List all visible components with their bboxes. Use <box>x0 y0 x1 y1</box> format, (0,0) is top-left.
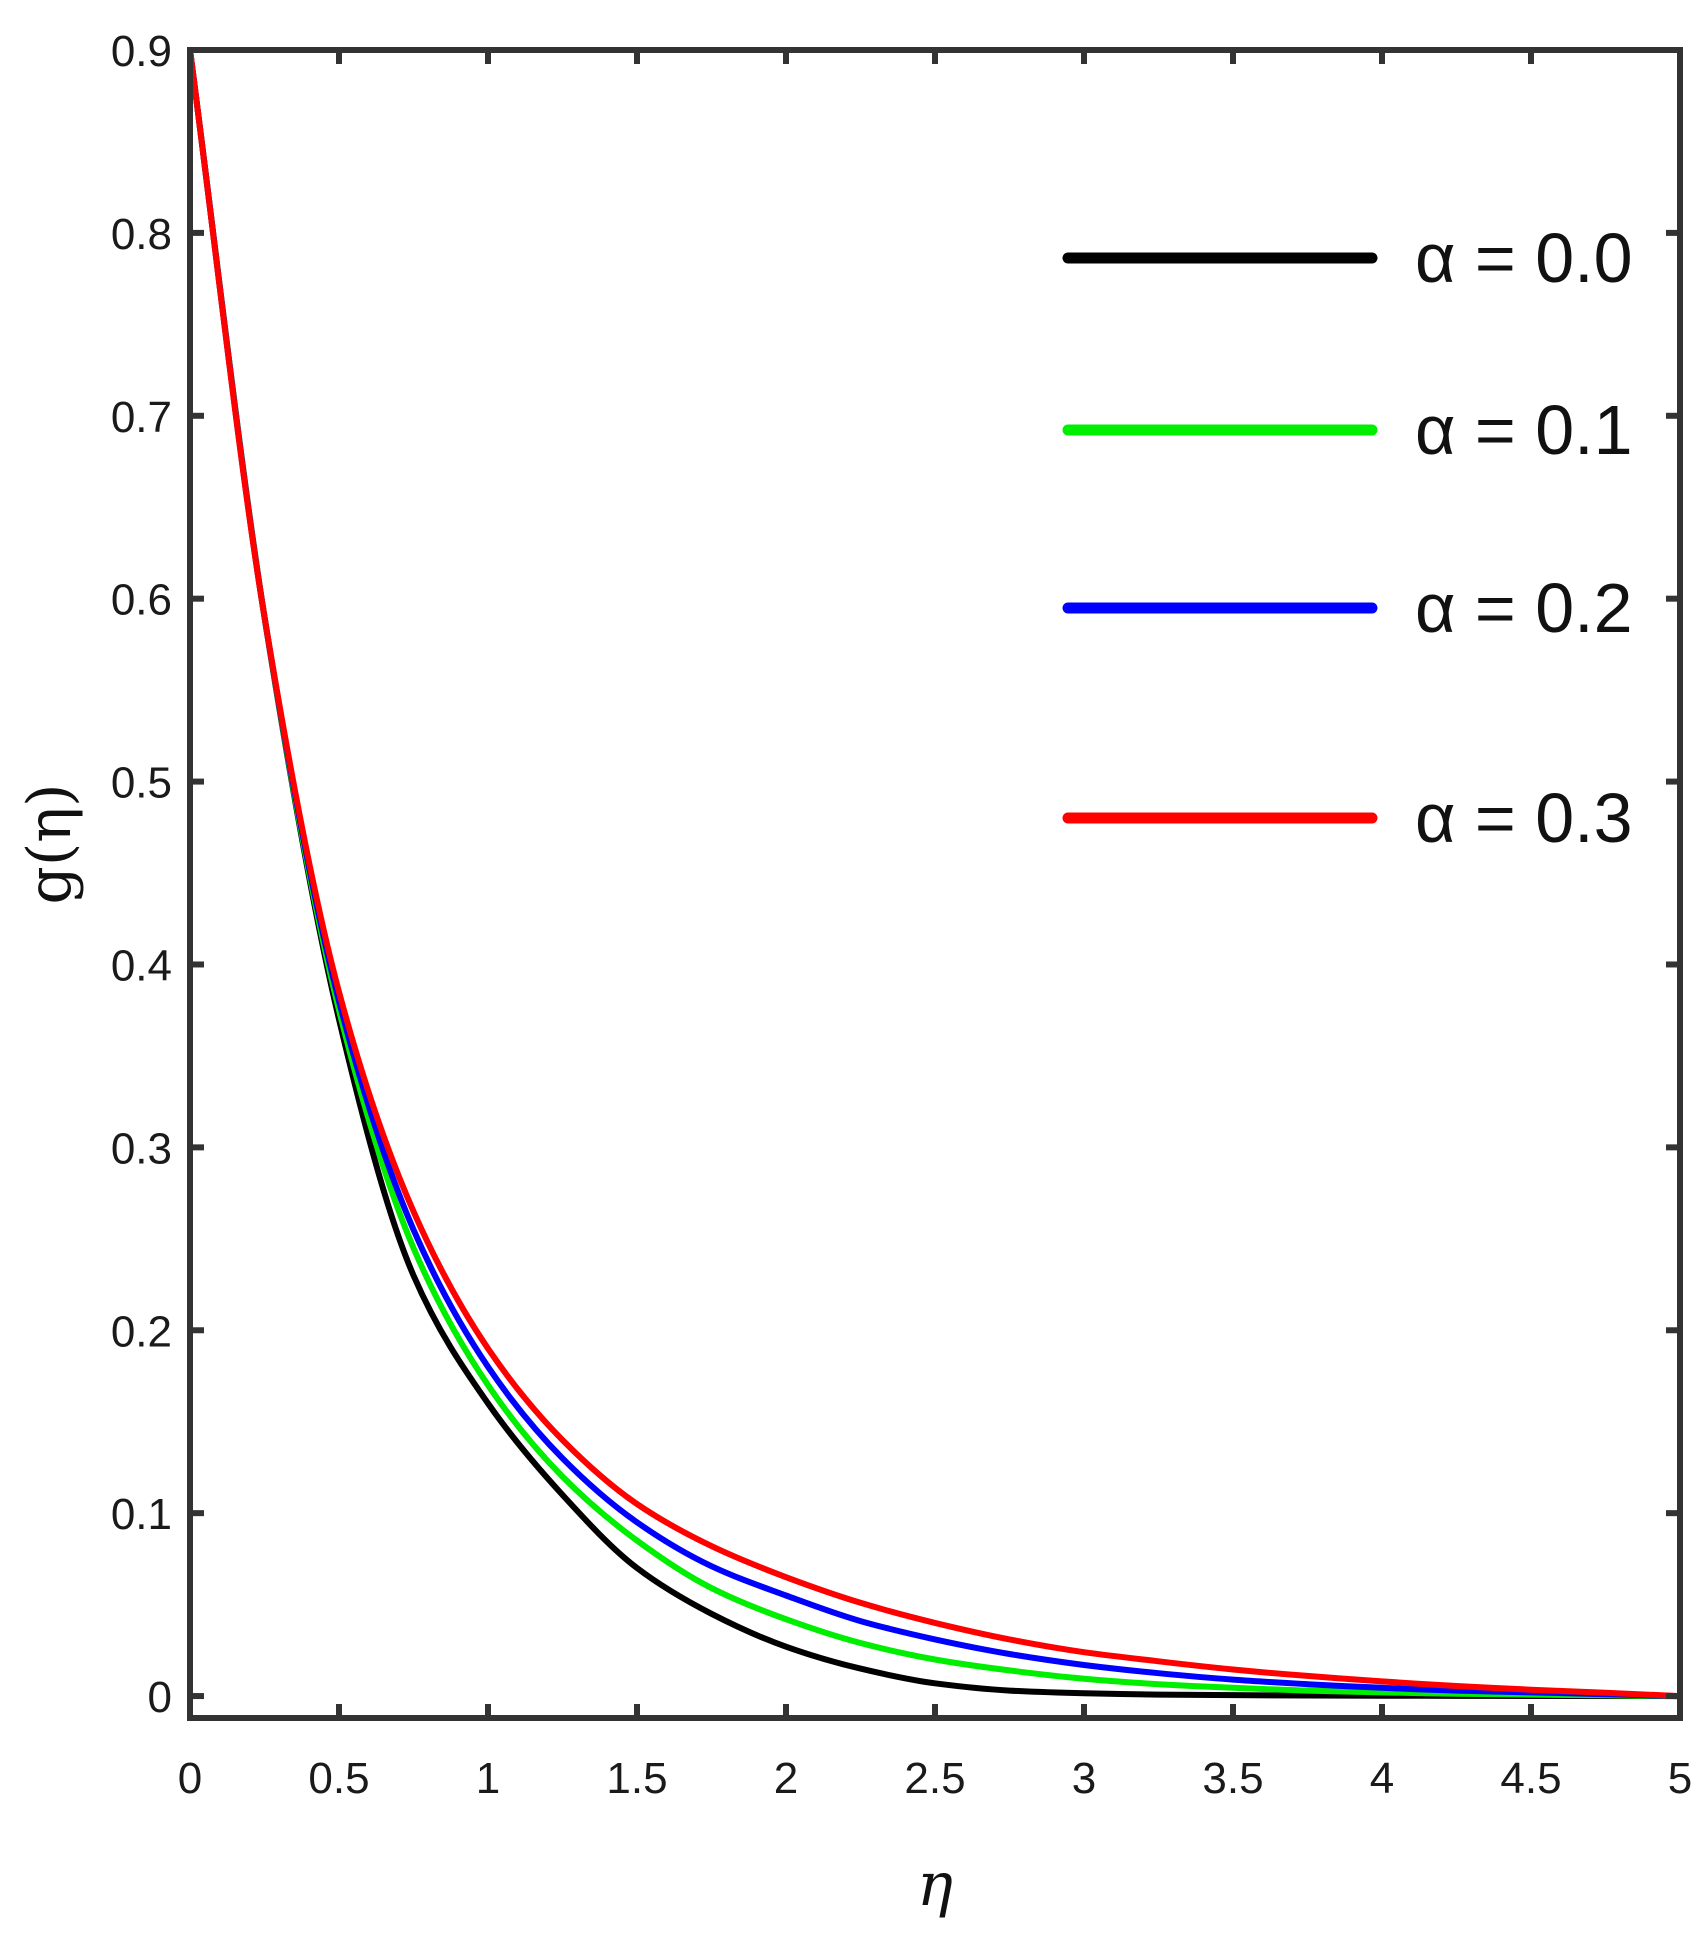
x-tick-label: 2.5 <box>904 1754 965 1803</box>
series-line-3 <box>187 49 1681 1700</box>
y-tick-label: 0.6 <box>111 576 172 625</box>
legend-label-2: α = 0.2 <box>1415 569 1633 647</box>
y-tick-label: 0 <box>148 1673 172 1722</box>
y-tick-label: 0.5 <box>111 759 172 808</box>
x-tick-label: 0 <box>178 1754 202 1803</box>
x-axis-label: η <box>917 1850 953 1920</box>
x-tick-label: 3.5 <box>1202 1754 1263 1803</box>
y-tick-label: 0.7 <box>111 393 172 442</box>
y-tick-label: 0.3 <box>111 1124 172 1173</box>
legend-label-1: α = 0.1 <box>1415 391 1633 469</box>
axis-ticks: 0 0.5 1 1.5 2 2.5 3 3.5 4 4.5 5 0 0.1 0.2 0.3 0.4 0.5 0.6… <box>111 27 1692 1803</box>
legend: α = 0.0 α = 0.1 α = 0.2 α = 0.3 <box>1062 219 1633 857</box>
x-tick-label: 5 <box>1668 1754 1692 1803</box>
y-tick-label: 0.1 <box>111 1490 172 1539</box>
x-tick-label: 4 <box>1370 1754 1394 1803</box>
x-tick-label: 4.5 <box>1500 1754 1561 1803</box>
x-tick-label: 2 <box>774 1754 798 1803</box>
plot-area <box>187 49 1681 1700</box>
x-tick-label: 1 <box>476 1754 500 1803</box>
y-tick-label: 0.4 <box>111 941 172 990</box>
y-tick-label: 0.8 <box>111 210 172 259</box>
y-tick-label: 0.2 <box>111 1307 172 1356</box>
x-tick-label: 0.5 <box>308 1754 369 1803</box>
y-tick-label: 0.9 <box>111 27 172 76</box>
y-axis-label: g(η) <box>15 783 85 904</box>
x-tick-label: 1.5 <box>606 1754 667 1803</box>
legend-label-0: α = 0.0 <box>1415 219 1633 297</box>
legend-label-3: α = 0.3 <box>1415 779 1633 857</box>
x-tick-label: 3 <box>1072 1754 1096 1803</box>
